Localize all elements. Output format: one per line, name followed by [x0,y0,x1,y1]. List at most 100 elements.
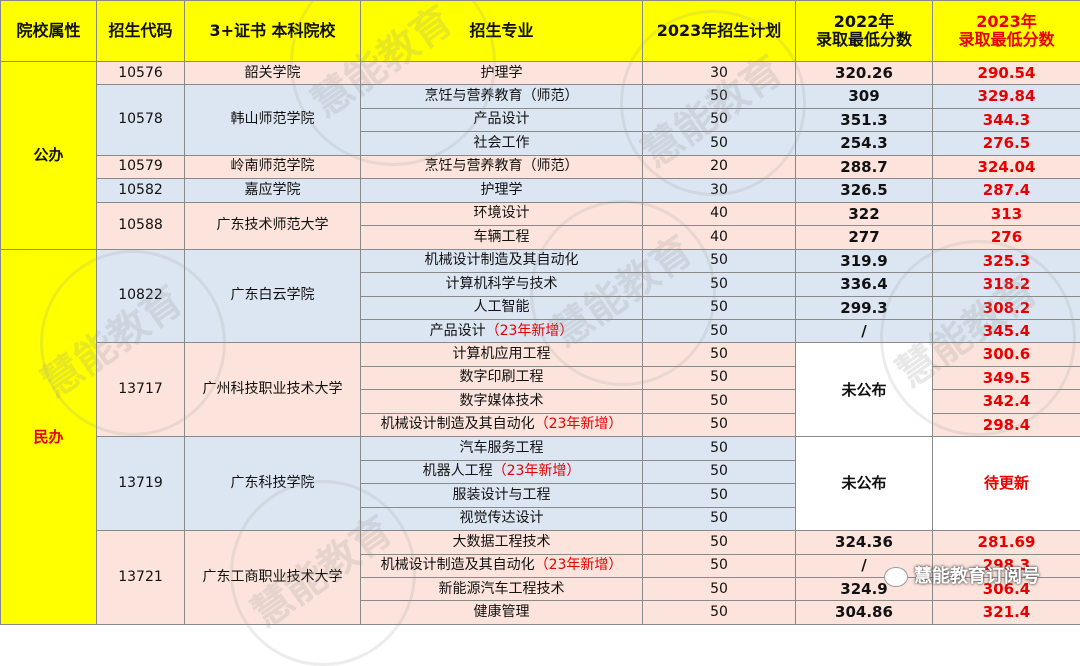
school-name: 广东工商职业技术大学 [185,531,361,625]
plan-cell: 20 [643,155,796,178]
school-code: 10578 [97,85,185,155]
plan-cell: 50 [643,484,796,507]
score-2022-cell: 277 [796,226,933,249]
major-cell: 产品设计 [361,108,643,131]
major-name: 机械设计制造及其自动化 [381,557,535,573]
header-attr: 院校属性 [1,1,97,62]
table-row: 13717 广州科技职业技术大学 计算机应用工程 50 未公布 300.6 [1,343,1080,366]
major-cell: 人工智能 [361,296,643,319]
major-name: 环境设计 [474,205,530,221]
major-cell: 烹饪与营养教育（师范） [361,155,643,178]
score-2022-cell: 322 [796,202,933,225]
major-cell: 机械设计制造及其自动化（23年新增） [361,554,643,577]
score-2023-cell: 290.54 [933,62,1080,85]
new-tag: （23年新增） [535,557,623,573]
new-tag: （23年新增） [535,416,623,432]
score-2023-cell: 342.4 [933,390,1080,413]
new-tag: （23年新增） [493,463,581,479]
plan-cell: 50 [643,132,796,155]
score-2022-cell: 288.7 [796,155,933,178]
score-2023-cell: 329.84 [933,85,1080,108]
school-code: 10588 [97,202,185,249]
plan-cell: 50 [643,601,796,625]
score-2022-cell: 未公布 [796,343,933,437]
score-2023-cell: 306.4 [933,577,1080,600]
school-code: 10822 [97,249,185,343]
header-code: 招生代码 [97,1,185,62]
major-name: 产品设计 [430,323,486,339]
major-name: 汽车服务工程 [460,440,544,456]
score-2022-cell: 326.5 [796,179,933,202]
school-code: 10576 [97,62,185,85]
major-cell: 视觉传达设计 [361,507,643,530]
score-2022-cell: 未公布 [796,437,933,531]
score-2023-cell: 349.5 [933,366,1080,389]
major-cell: 数字媒体技术 [361,390,643,413]
plan-cell: 50 [643,437,796,460]
school-name: 广州科技职业技术大学 [185,343,361,437]
major-name: 社会工作 [474,135,530,151]
school-code: 10579 [97,155,185,178]
score-2022-cell: / [796,554,933,577]
score-2022-cell: 254.3 [796,132,933,155]
table-row: 公办 10576 韶关学院 护理学 30 320.26 290.54 [1,62,1080,85]
plan-cell: 30 [643,179,796,202]
score-2023-cell: 276.5 [933,132,1080,155]
score-2023-cell: 276 [933,226,1080,249]
major-cell: 健康管理 [361,601,643,625]
plan-cell: 50 [643,296,796,319]
major-name: 护理学 [481,65,523,81]
score-2023-cell: 344.3 [933,108,1080,131]
score-2022-cell: 336.4 [796,273,933,296]
major-name: 机器人工程 [423,463,493,479]
score-2023-cell: 321.4 [933,601,1080,625]
score-2023-cell: 325.3 [933,249,1080,272]
major-name: 烹饪与营养教育（师范） [425,158,579,174]
major-cell: 产品设计（23年新增） [361,319,643,342]
plan-cell: 50 [643,577,796,600]
group-public: 公办 [1,62,97,250]
major-cell: 机械设计制造及其自动化 [361,249,643,272]
major-name: 机械设计制造及其自动化 [425,252,579,268]
school-name: 韩山师范学院 [185,85,361,155]
score-2023-cell: 287.4 [933,179,1080,202]
header-score-2023: 2023年 录取最低分数 [933,1,1080,62]
school-code: 13719 [97,437,185,531]
header-major: 招生专业 [361,1,643,62]
new-tag: （23年新增） [486,323,574,339]
table-row: 10588 广东技术师范大学 环境设计 40 322 313 [1,202,1080,225]
plan-cell: 50 [643,366,796,389]
plan-cell: 50 [643,273,796,296]
score-2023-cell: 281.69 [933,531,1080,554]
major-name: 新能源汽车工程技术 [439,581,565,597]
score-2022-cell: 324.9 [796,577,933,600]
major-name: 车辆工程 [474,229,530,245]
major-name: 数字印刷工程 [460,369,544,385]
school-name: 嘉应学院 [185,179,361,202]
header-score-2023-year: 2023年 [933,13,1080,31]
header-score-2022-year: 2022年 [796,13,932,31]
major-cell: 护理学 [361,62,643,85]
header-score-2022: 2022年 录取最低分数 [796,1,933,62]
header-score-2022-label: 录取最低分数 [796,31,932,49]
major-cell: 服装设计与工程 [361,484,643,507]
major-cell: 计算机科学与技术 [361,273,643,296]
score-2022-cell: 319.9 [796,249,933,272]
school-code: 10582 [97,179,185,202]
score-2022-cell: 309 [796,85,933,108]
major-name: 人工智能 [474,299,530,315]
plan-cell: 50 [643,460,796,483]
school-name: 广东白云学院 [185,249,361,343]
major-cell: 新能源汽车工程技术 [361,577,643,600]
school-name: 韶关学院 [185,62,361,85]
major-cell: 护理学 [361,179,643,202]
major-name: 计算机应用工程 [453,346,551,362]
major-cell: 车辆工程 [361,226,643,249]
admission-table: 院校属性 招生代码 3+证书 本科院校 招生专业 2023年招生计划 2022年… [0,0,1080,625]
score-2022-cell: 324.36 [796,531,933,554]
major-cell: 大数据工程技术 [361,531,643,554]
score-2022-cell: 351.3 [796,108,933,131]
plan-cell: 50 [643,85,796,108]
score-2023-cell: 324.04 [933,155,1080,178]
major-cell: 社会工作 [361,132,643,155]
